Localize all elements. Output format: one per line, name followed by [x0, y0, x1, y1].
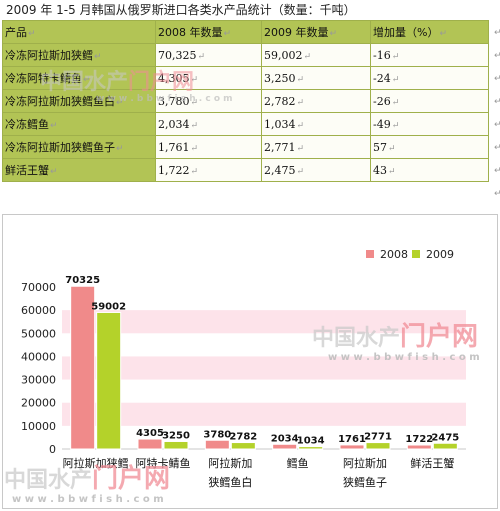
bar-2009 — [298, 446, 324, 450]
x-tick-label: 狭鳕鱼白 — [208, 475, 252, 489]
bar-2009 — [365, 442, 391, 450]
header-2008-quantity: 2008 年数量↵ — [155, 20, 262, 44]
bar-2009 — [230, 442, 256, 450]
header-2009-quantity: 2009 年数量↵ — [261, 20, 371, 44]
change-percent: -26↵ — [370, 89, 489, 113]
bar-2008 — [406, 444, 432, 450]
data-label: 1034 — [297, 436, 325, 447]
bar-2009 — [432, 442, 458, 450]
data-label: 1722 — [405, 434, 433, 445]
data-label: 2475 — [431, 432, 459, 443]
quantity-2009: 2,782↵ — [261, 89, 371, 113]
row-end-mark: ↵ — [494, 166, 500, 176]
row-end-mark: ↵ — [494, 74, 500, 84]
y-tick-label: 50000 — [21, 327, 56, 340]
y-tick-label: 0 — [49, 443, 56, 456]
row-end-mark: ↵ — [494, 120, 500, 130]
bar-2008 — [339, 444, 365, 450]
x-tick-label: 阿特卡鲭鱼 — [136, 456, 191, 470]
row-end-mark: ↵ — [494, 28, 500, 38]
x-tick-label: 阿拉斯加 — [343, 456, 387, 470]
grid-band — [62, 402, 466, 426]
y-tick-label: 60000 — [21, 304, 56, 317]
x-tick-label: 鳕鱼 — [287, 456, 309, 470]
import-stats-table: 产品↵ 2008 年数量↵ 2009 年数量↵ 增加量（%）↵ 冷冻阿拉斯加狭鳕… — [2, 20, 489, 182]
bar-2009 — [163, 440, 189, 450]
row-end-mark: ↵ — [494, 97, 500, 107]
product-name: 冷冻鳕鱼↵ — [2, 112, 156, 136]
table-row: 冷冻鳕鱼↵ 2,034↵ 1,034↵ -49↵ — [2, 112, 489, 136]
table-row: 冷冻阿拉斯加狭鳕鱼子↵ 1,761↵ 2,771↵ 57↵ — [2, 135, 489, 159]
y-tick-label: 10000 — [21, 420, 56, 433]
legend-label: 2009 — [426, 248, 454, 261]
product-name: 冷冻阿拉斯加狭鳕↵ — [2, 43, 156, 67]
quantity-2008: 1,722↵ — [155, 158, 262, 182]
row-end-mark: ↵ — [494, 189, 500, 199]
y-tick-label: 40000 — [21, 350, 56, 363]
data-label: 2034 — [271, 433, 299, 444]
bar-2009 — [96, 311, 122, 450]
bar-2008 — [137, 438, 163, 450]
row-end-mark: ↵ — [494, 51, 500, 61]
data-label: 2782 — [229, 432, 257, 443]
table-header-row: 产品↵ 2008 年数量↵ 2009 年数量↵ 增加量（%）↵ — [2, 20, 489, 44]
data-label: 59002 — [91, 301, 126, 312]
data-label: 2771 — [364, 432, 392, 443]
change-percent: 43↵ — [370, 158, 489, 182]
change-percent: -49↵ — [370, 112, 489, 136]
grid-band — [62, 310, 466, 334]
bar-2008 — [272, 443, 298, 450]
page-title: 2009 年 1-5 月韩国从俄罗斯进口各类水产品统计（数量：千吨） — [6, 3, 356, 17]
x-tick-label: 狭鳕鱼子 — [343, 475, 387, 489]
quantity-2009: 2,475↵ — [261, 158, 371, 182]
x-tick-label: 阿拉斯加 — [208, 456, 252, 470]
table-row: 鲜活王蟹↵ 1,722↵ 2,475↵ 43↵ — [2, 158, 489, 182]
y-tick-label: 70000 — [21, 281, 56, 294]
product-name: 鲜活王蟹↵ — [2, 158, 156, 182]
table-row: 冷冻阿拉斯加狭鳕鱼白↵ 3,780↵ 2,782↵ -26↵ — [2, 89, 489, 113]
bar-2008 — [70, 285, 96, 450]
quantity-2008: 2,034↵ — [155, 112, 262, 136]
y-tick-label: 20000 — [21, 397, 56, 410]
legend-label: 2008 — [380, 248, 408, 261]
product-name: 冷冻阿拉斯加狭鳕鱼子↵ — [2, 135, 156, 159]
quantity-2009: 1,034↵ — [261, 112, 371, 136]
y-tick-label: 30000 — [21, 374, 56, 387]
row-end-mark: ↵ — [494, 143, 500, 153]
legend-swatch-2008 — [366, 250, 374, 258]
x-tick-label: 阿拉斯加狭鳕 — [63, 456, 129, 470]
grid-band — [62, 356, 466, 380]
change-percent: 57↵ — [370, 135, 489, 159]
header-change-percent: 增加量（%）↵ — [370, 20, 489, 44]
data-label: 70325 — [65, 275, 100, 286]
quantity-2008: 4,305↵ — [155, 66, 262, 90]
product-name: 冷冻阿拉斯加狭鳕鱼白↵ — [2, 89, 156, 113]
legend-swatch-2009 — [412, 250, 420, 258]
data-label: 3780 — [203, 429, 231, 440]
quantity-2008: 70,325↵ — [155, 43, 262, 67]
quantity-2008: 1,761↵ — [155, 135, 262, 159]
change-percent: -24↵ — [370, 66, 489, 90]
x-tick-label: 鲜活王蟹 — [410, 456, 454, 470]
header-product: 产品↵ — [2, 20, 156, 44]
data-label: 1761 — [338, 434, 366, 445]
data-label: 3250 — [162, 430, 190, 441]
data-label: 4305 — [136, 428, 164, 439]
bar-2008 — [204, 439, 230, 450]
